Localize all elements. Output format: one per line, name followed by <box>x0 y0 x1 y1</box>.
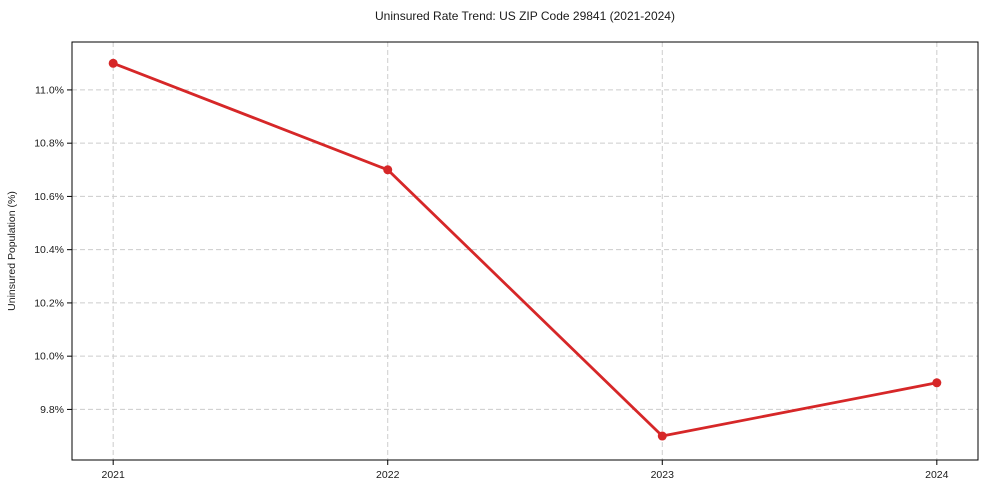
chart-title: Uninsured Rate Trend: US ZIP Code 29841 … <box>375 9 675 23</box>
y-tick-label: 10.0% <box>34 351 64 363</box>
y-tick-label: 9.8% <box>40 404 64 416</box>
y-tick-label: 10.2% <box>34 297 64 309</box>
data-point-marker <box>108 58 118 68</box>
y-tick-label: 10.4% <box>34 244 64 256</box>
trend-line <box>111 61 939 438</box>
x-tick-label: 2023 <box>651 469 675 481</box>
y-tick-label: 10.6% <box>34 191 64 203</box>
y-axis-label: Uninsured Population (%) <box>6 191 18 311</box>
y-tick-label: 10.8% <box>34 138 64 150</box>
x-tick-label: 2021 <box>102 469 126 481</box>
plot-border <box>71 41 979 461</box>
x-tick-label: 2024 <box>925 469 949 481</box>
y-tick-label: 11.0% <box>35 84 64 96</box>
data-point-marker <box>383 165 393 175</box>
x-tick-label: 2022 <box>376 469 400 481</box>
data-point-marker <box>657 431 667 441</box>
data-point-marker <box>932 378 942 388</box>
